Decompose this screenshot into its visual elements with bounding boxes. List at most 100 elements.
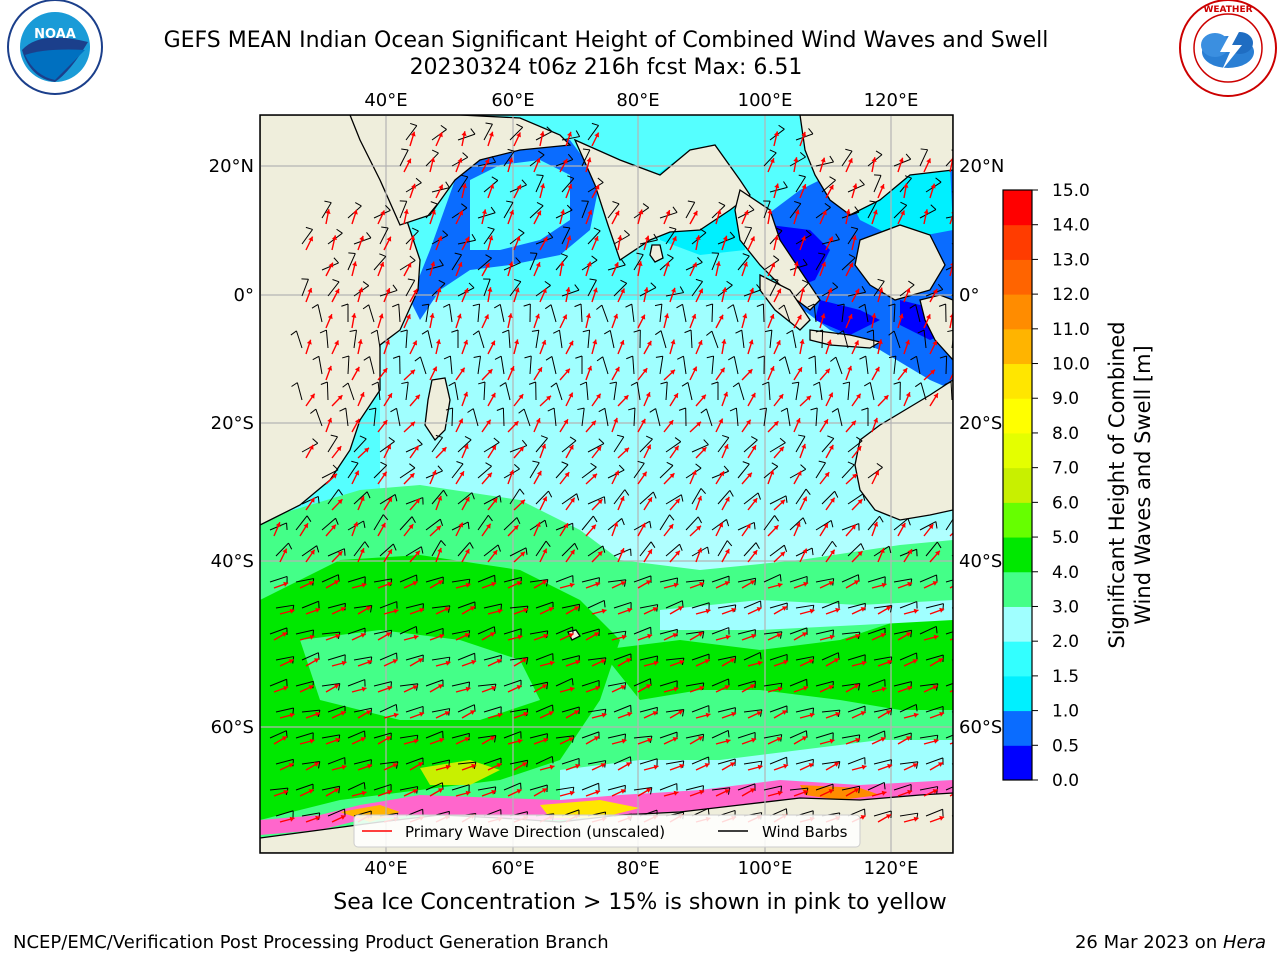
wave-arrowhead [731, 711, 737, 717]
wave-arrowhead [489, 632, 495, 637]
wind-barb-feather [348, 252, 356, 255]
wave-arrowhead [288, 659, 294, 664]
wave-arrowhead [541, 580, 547, 585]
wave-arrowhead [387, 497, 392, 503]
wind-barb-feather [650, 541, 656, 548]
wind-barb-feather [624, 489, 630, 496]
wave-arrowhead [939, 607, 945, 613]
wave-arrowhead [673, 582, 679, 588]
wind-barb-feather [469, 542, 474, 549]
wave-arrowhead [307, 287, 313, 293]
wind-barb-feather [807, 303, 815, 308]
wind-barb-feather [778, 304, 785, 310]
wave-arrowhead [857, 499, 863, 505]
wave-arrowhead [437, 547, 443, 553]
wind-barb-feather [338, 734, 341, 742]
wind-barb [691, 602, 710, 609]
wave-arrowhead [315, 607, 321, 613]
wave-arrowhead [749, 788, 755, 793]
wind-barb-feather [318, 812, 321, 820]
wind-barb [295, 515, 308, 531]
wind-barb [633, 407, 636, 427]
wind-barb [327, 281, 340, 297]
wind-barb [789, 517, 804, 531]
wind-barb [633, 735, 652, 739]
wind-barb [841, 523, 859, 531]
wind-barb-feather [401, 148, 409, 151]
wave-arrowhead [516, 132, 521, 138]
wave-arrowhead [853, 788, 859, 793]
wind-barb-feather [410, 122, 417, 127]
wind-barb [535, 653, 553, 661]
wave-arrowhead [668, 524, 674, 530]
wind-barb [399, 516, 413, 531]
wind-barb [353, 330, 358, 349]
wind-barb [821, 709, 840, 713]
wind-barb-feather [443, 355, 451, 360]
wind-barb [581, 731, 600, 739]
wind-barb-feather [888, 546, 892, 554]
wave-arrowhead [829, 634, 835, 640]
wind-barb-feather [336, 228, 343, 234]
wind-barb [529, 681, 548, 687]
wind-barb [399, 201, 408, 219]
wind-barb [613, 704, 631, 713]
wind-legend-label: Wind Barbs [762, 823, 848, 841]
wind-barb-feather [734, 656, 737, 664]
colorbar-segment [1003, 259, 1032, 295]
wind-barb [451, 630, 470, 635]
wind-barb [509, 488, 521, 505]
wind-barb [815, 732, 834, 739]
wave-arrowhead [821, 261, 827, 267]
wave-arrowhead [669, 473, 675, 479]
wind-barb-feather [366, 232, 372, 239]
wave-arrowhead [436, 525, 441, 531]
wave-arrowhead [592, 287, 598, 293]
wave-arrowhead [833, 658, 839, 663]
wind-barb-feather [485, 254, 492, 259]
wind-barb [682, 356, 687, 375]
lon-tick-label-top: 40°E [364, 90, 407, 111]
wave-arrowhead [828, 444, 834, 450]
wave-arrowhead [595, 581, 601, 587]
wind-barb-feather [342, 355, 350, 359]
wind-barb [405, 705, 424, 713]
wind-barb [691, 444, 709, 453]
wind-barb-feather [618, 464, 625, 471]
wind-barb-feather [697, 256, 703, 263]
wind-barb [587, 230, 601, 245]
wave-arrowhead [359, 548, 365, 554]
wind-barb [295, 680, 314, 687]
wind-barb [431, 656, 450, 661]
wind-barb-feather [545, 304, 552, 310]
wind-barb [847, 440, 863, 453]
wind-barb-feather [636, 252, 644, 256]
wave-arrowhead [353, 521, 359, 527]
wind-barb-feather [368, 407, 376, 411]
wind-barb [685, 579, 704, 583]
wind-barb [607, 733, 626, 739]
wind-barb [377, 382, 381, 401]
wind-barb-feather [779, 356, 786, 362]
wind-barb-feather [519, 488, 525, 495]
wind-barb [483, 442, 500, 453]
wind-barb [325, 330, 329, 349]
wind-barb-feather [908, 280, 915, 286]
wind-barb [665, 600, 683, 609]
colorbar-segment [1003, 328, 1032, 365]
wave-arrowhead [965, 607, 970, 612]
wind-barb-feather [415, 626, 418, 634]
wave-arrowhead [620, 581, 626, 586]
wave-arrowhead [367, 659, 373, 665]
wave-arrowhead [725, 738, 731, 744]
wave-arrowhead [614, 366, 620, 372]
wind-barb [821, 438, 835, 453]
wind-barb [607, 784, 626, 791]
wind-barb [893, 518, 909, 531]
wind-barb-feather [590, 462, 597, 468]
wind-barb-feather [290, 330, 297, 336]
wind-barb-feather [447, 605, 451, 613]
wave-arrowhead [341, 764, 347, 770]
wind-barb [842, 330, 849, 349]
wind-barb [457, 176, 469, 193]
